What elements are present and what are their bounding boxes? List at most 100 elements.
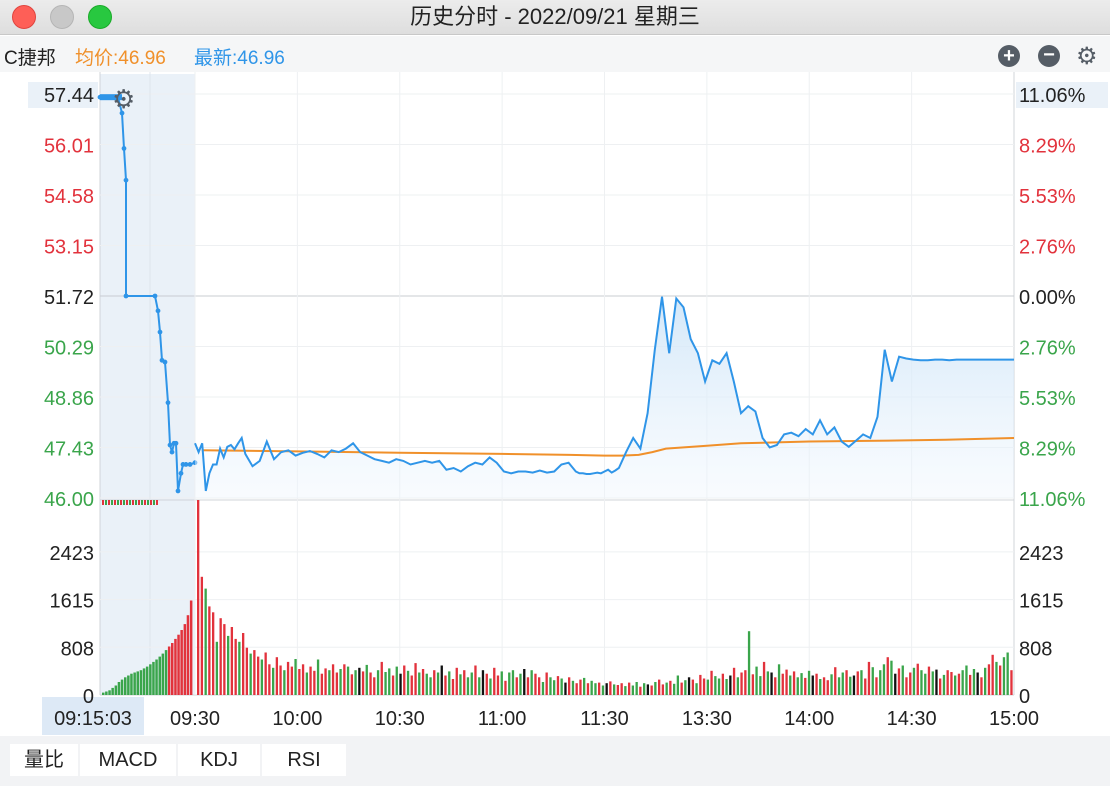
volume-bar xyxy=(871,667,874,695)
volume-bar xyxy=(369,672,372,695)
minimize-window-button[interactable] xyxy=(50,5,74,29)
volume-bar xyxy=(800,673,803,695)
volume-bar xyxy=(421,669,425,695)
volume-bar xyxy=(556,676,560,695)
time-tick-label: 15:00 xyxy=(989,708,1039,730)
auction-price-point xyxy=(123,293,129,299)
auction-volume-bar xyxy=(133,672,136,695)
percent-tick-label: 5.53% xyxy=(1019,186,1076,208)
volume-bar xyxy=(538,677,541,695)
volume-bar xyxy=(272,667,275,695)
volume-bar xyxy=(215,641,219,695)
volume-bar xyxy=(879,670,882,695)
tab-rsi[interactable]: RSI xyxy=(262,744,346,776)
volume-bar xyxy=(354,670,357,695)
volume-bar xyxy=(860,670,863,695)
maximize-window-button[interactable] xyxy=(88,5,112,29)
volume-bar xyxy=(455,667,458,695)
volume-bar xyxy=(785,669,788,695)
volume-bar xyxy=(789,675,792,695)
volume-tick-label: 2423 xyxy=(50,543,95,565)
volume-bar xyxy=(759,676,762,695)
volume-bar xyxy=(654,682,657,695)
volume-bar xyxy=(219,618,222,695)
volume-bar xyxy=(804,677,807,695)
auction-volume-bar xyxy=(124,677,127,695)
volume-bar xyxy=(508,672,511,695)
volume-bar xyxy=(901,665,904,695)
volume-bar xyxy=(987,664,991,695)
volume-bar xyxy=(605,683,608,695)
percent-tick-label: 11.06% xyxy=(1019,489,1086,511)
auction-volume-bar xyxy=(105,691,108,695)
volume-bar xyxy=(920,670,923,695)
volume-bar xyxy=(316,659,320,695)
volume-bar xyxy=(717,678,721,695)
time-tick-label: 11:30 xyxy=(580,708,629,730)
close-window-button[interactable] xyxy=(12,5,36,29)
volume-bar xyxy=(894,673,897,695)
volume-bar xyxy=(991,654,994,695)
volume-bar xyxy=(909,672,912,695)
volume-bar xyxy=(665,682,668,695)
plus-circle-icon[interactable]: + xyxy=(998,45,1020,67)
auction-price-point xyxy=(183,462,189,467)
auction-volume-bar xyxy=(174,638,177,695)
time-tick-label: 09:15:03 xyxy=(54,708,132,730)
auction-price-line xyxy=(100,96,196,492)
volume-bar xyxy=(849,676,852,695)
settings-marker-icon: ⚙ xyxy=(112,85,135,115)
volume-bar xyxy=(620,683,623,695)
auction-volume-bar xyxy=(180,630,183,695)
auction-price-point xyxy=(119,110,125,116)
tab-volume-ratio[interactable]: 量比 xyxy=(10,744,78,776)
volume-bar xyxy=(680,682,683,695)
time-tick-label: 14:30 xyxy=(887,708,937,730)
auction-volume-bar xyxy=(130,673,133,695)
percent-tick-label: 0.00% xyxy=(1019,287,1076,309)
minus-circle-icon[interactable]: − xyxy=(1038,45,1060,67)
auction-tick-mark xyxy=(123,500,125,505)
volume-bar xyxy=(691,679,695,695)
volume-bar xyxy=(755,666,758,695)
price-tick-label: 50.29 xyxy=(44,338,94,360)
volume-bar xyxy=(399,673,402,695)
volume-bar xyxy=(223,624,226,695)
auction-tick-mark xyxy=(120,500,122,505)
volume-bar xyxy=(830,674,833,695)
volume-bar xyxy=(328,670,331,695)
volume-bar xyxy=(841,672,844,695)
volume-bar xyxy=(616,685,620,695)
volume-bar xyxy=(523,669,526,695)
volume-bar xyxy=(283,670,286,695)
volume-bar xyxy=(969,674,972,695)
volume-bar xyxy=(212,612,215,695)
volume-bar xyxy=(1002,657,1006,695)
volume-bar xyxy=(912,667,916,695)
tab-macd[interactable]: MACD xyxy=(80,744,176,776)
volume-bar xyxy=(684,680,687,695)
volume-bar xyxy=(939,678,942,695)
gear-icon[interactable]: ⚙ xyxy=(1076,43,1098,70)
percent-tick-label: 8.29% xyxy=(1019,439,1076,461)
percent-tick-label: 5.53% xyxy=(1019,388,1076,410)
volume-bar xyxy=(451,679,455,695)
volume-bar xyxy=(1006,652,1009,695)
volume-tick-label: 0 xyxy=(83,686,94,708)
volume-bar xyxy=(242,633,245,695)
volume-bar xyxy=(534,673,537,695)
auction-tick-mark xyxy=(132,500,134,505)
auction-tick-mark xyxy=(135,500,137,505)
percent-tick-label: 11.06% xyxy=(1019,85,1086,107)
intraday-chart[interactable]: 57.44 11.06% 56.01 8.29% 54.58 5.53% 53.15 2.76… xyxy=(0,72,1110,736)
auction-volume-bar xyxy=(186,615,190,695)
volume-bar xyxy=(875,677,878,695)
auction-volume-bar xyxy=(114,685,118,695)
volume-bar xyxy=(699,674,702,695)
auction-price-point xyxy=(165,400,171,406)
percent-tick-label: 2.76% xyxy=(1019,237,1076,259)
volume-tick-label-right: 0 xyxy=(1019,686,1030,708)
volume-bar xyxy=(204,588,207,695)
price-line xyxy=(194,296,1014,492)
tab-kdj[interactable]: KDJ xyxy=(178,744,260,776)
